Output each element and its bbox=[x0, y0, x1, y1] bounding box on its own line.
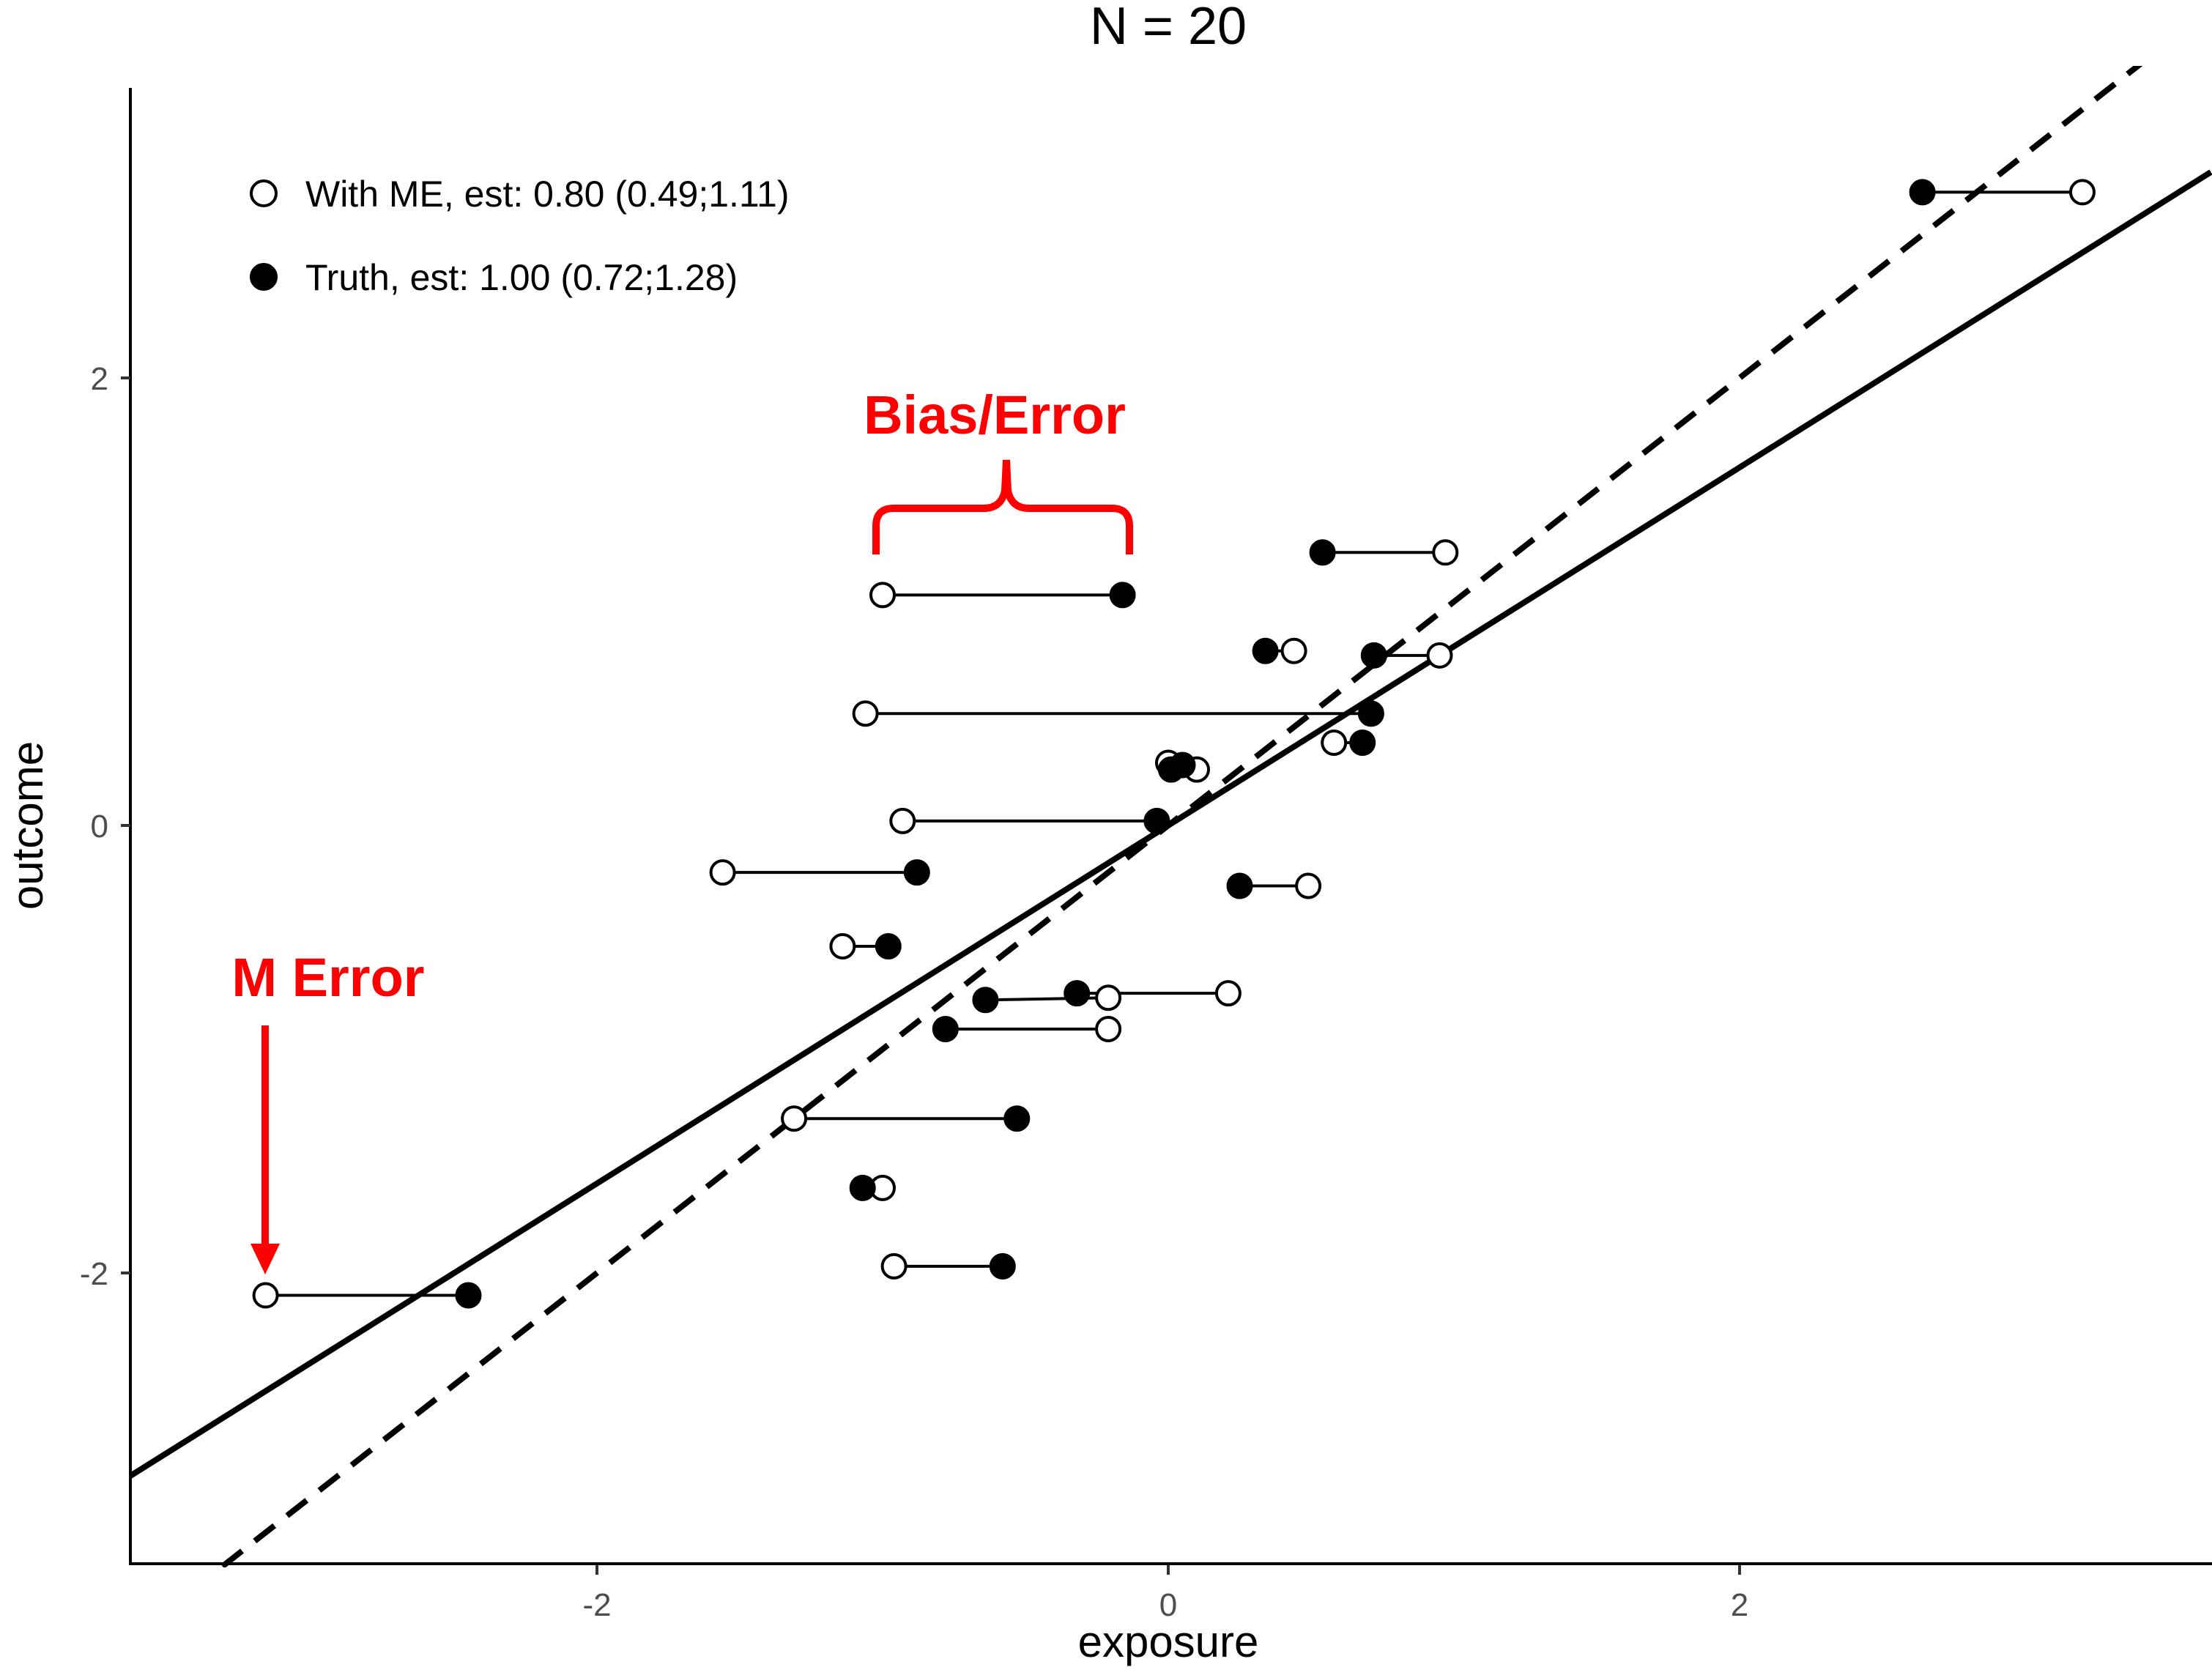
data-points bbox=[252, 179, 2096, 1309]
truth-point bbox=[989, 1252, 1016, 1280]
with-me-point bbox=[880, 1252, 908, 1280]
with-me-point bbox=[1214, 980, 1242, 1007]
y-tick-label: -2 bbox=[80, 1256, 108, 1292]
legend-open-circle-icon bbox=[250, 179, 278, 207]
with-me-point bbox=[829, 932, 856, 959]
legend-filled-circle-icon bbox=[250, 263, 278, 291]
annotations: Bias/Error M Error bbox=[231, 385, 1133, 1274]
with-me-point bbox=[1321, 729, 1348, 756]
truth-point bbox=[1143, 807, 1170, 834]
truth-point bbox=[1309, 539, 1336, 566]
m-error-label: M Error bbox=[231, 947, 424, 1008]
legend-label-with-me: With ME, est: 0.80 (0.49;1.11) bbox=[305, 174, 789, 215]
with-me-point bbox=[1432, 539, 1459, 566]
truth-point bbox=[1003, 1105, 1031, 1132]
with-me-point bbox=[852, 700, 879, 727]
with-me-point bbox=[1095, 984, 1122, 1011]
legend-label-truth: Truth, est: 1.00 (0.72;1.28) bbox=[305, 257, 738, 298]
truth-point bbox=[1109, 582, 1136, 609]
y-tick-label: 0 bbox=[91, 809, 108, 844]
with-me-point bbox=[252, 1282, 279, 1309]
with-me-point bbox=[889, 807, 916, 834]
truth-point bbox=[1357, 700, 1384, 727]
truth-point bbox=[849, 1174, 876, 1201]
truth-point bbox=[1909, 179, 1936, 206]
bias-error-brace bbox=[872, 459, 1133, 554]
y-tick-label: 2 bbox=[91, 361, 108, 397]
x-tick-label: 0 bbox=[1159, 1587, 1177, 1623]
truth-point bbox=[1169, 751, 1196, 779]
truth-point bbox=[903, 859, 930, 886]
with-me-point bbox=[1095, 1016, 1122, 1043]
truth-point bbox=[1349, 729, 1376, 756]
truth-point bbox=[1064, 980, 1091, 1007]
y-axis-title: outcome bbox=[3, 741, 52, 910]
with-me-point bbox=[1280, 637, 1307, 664]
truth-point bbox=[932, 1016, 959, 1043]
x-tick-label: -2 bbox=[582, 1587, 611, 1623]
axis-ticks: -2 0 2 -2 0 2 bbox=[80, 361, 1748, 1623]
truth-point bbox=[972, 987, 999, 1014]
bias-error-label: Bias/Error bbox=[864, 385, 1126, 445]
truth-point bbox=[1360, 642, 1387, 669]
truth-point bbox=[1226, 872, 1253, 899]
legend: With ME, est: 0.80 (0.49;1.11) Truth, es… bbox=[250, 174, 789, 298]
with-me-point bbox=[2069, 179, 2096, 206]
error-segment bbox=[985, 996, 1109, 1002]
chart-title: N = 20 bbox=[1090, 0, 1247, 56]
with-me-point bbox=[781, 1105, 808, 1132]
truth-point bbox=[1252, 637, 1279, 664]
with-me-point bbox=[1426, 642, 1453, 669]
with-me-point bbox=[869, 582, 896, 609]
x-tick-label: 2 bbox=[1731, 1587, 1748, 1623]
m-error-arrow-head-icon bbox=[250, 1244, 280, 1274]
with-me-point bbox=[1295, 872, 1322, 899]
measurement-error-segments bbox=[265, 190, 2082, 1297]
truth-point bbox=[455, 1282, 482, 1309]
x-axis-title: exposure bbox=[1078, 1617, 1259, 1666]
with-me-point bbox=[709, 859, 736, 886]
truth-point bbox=[875, 932, 902, 959]
